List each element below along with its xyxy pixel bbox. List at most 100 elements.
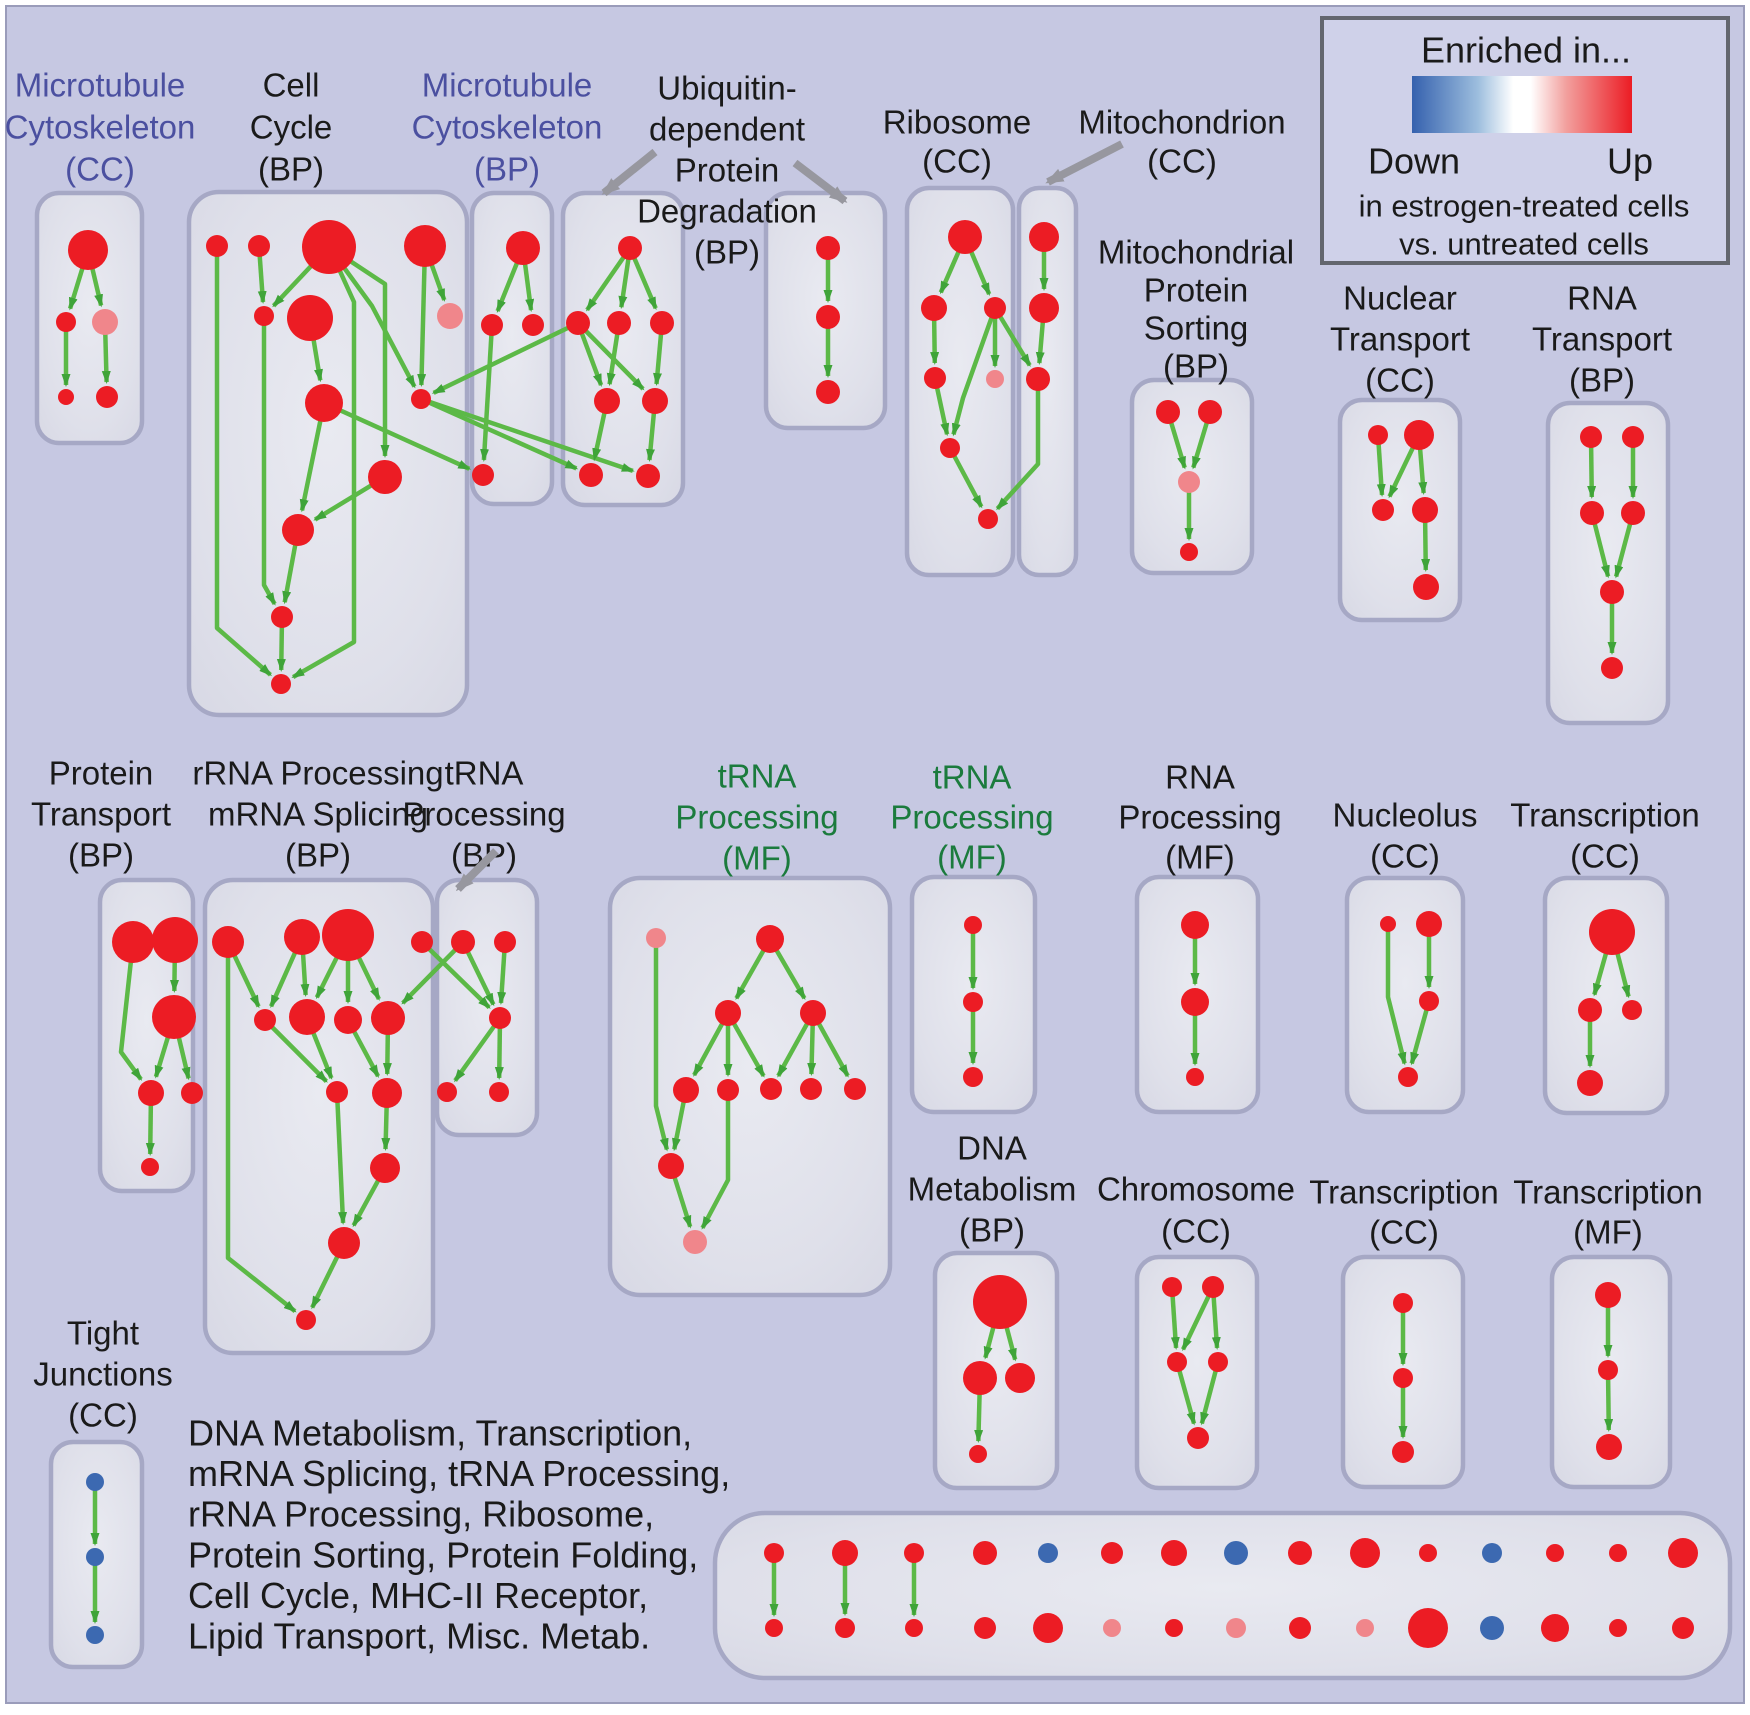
node-f3 bbox=[607, 311, 631, 335]
edge-o1-o4 bbox=[1385, 924, 1407, 1066]
node-b6 bbox=[940, 438, 960, 458]
node-rt3 bbox=[1580, 501, 1604, 525]
node-nt5 bbox=[1413, 574, 1439, 600]
cluster-label-10-line-2: (BP) bbox=[285, 837, 351, 874]
node-r13 bbox=[296, 1310, 316, 1330]
node-m5 bbox=[673, 1077, 699, 1103]
node-x2 bbox=[1393, 1368, 1413, 1388]
node-za7 bbox=[1161, 1540, 1187, 1566]
edge-b6-b7 bbox=[948, 446, 984, 509]
edge-f2-cck bbox=[431, 320, 579, 395]
node-cch bbox=[287, 295, 333, 341]
legend: Enriched in... Down Up in estrogen-treated … bbox=[1320, 16, 1730, 265]
cluster-label-6-line-3: (BP) bbox=[1163, 348, 1229, 385]
node-za15 bbox=[1668, 1538, 1698, 1568]
node-za2 bbox=[832, 1540, 858, 1566]
legend-up-label: Up bbox=[1607, 141, 1653, 182]
node-d2 bbox=[963, 1361, 997, 1395]
node-nt4 bbox=[1412, 497, 1438, 523]
label-pointer-arrow-2 bbox=[1045, 140, 1124, 186]
misc-clusters-list: DNA Metabolism, Transcription,mRNA Splic… bbox=[188, 1413, 730, 1657]
edge-ch2-ch3 bbox=[1181, 1286, 1216, 1352]
node-ccb bbox=[248, 235, 270, 257]
node-zb8 bbox=[1226, 1618, 1246, 1638]
cluster-label-11-line-1: Processing bbox=[402, 796, 565, 833]
node-cca bbox=[206, 235, 228, 257]
node-t2 bbox=[494, 931, 516, 953]
node-ccd bbox=[404, 225, 446, 267]
node-zb12 bbox=[1480, 1616, 1504, 1640]
cluster-box-chromosome-cc bbox=[1134, 1254, 1260, 1491]
misc-list-line-4: Cell Cycle, MHC-II Receptor, bbox=[188, 1575, 648, 1616]
edge-ch4-ch5 bbox=[1199, 1361, 1221, 1426]
cluster-label-15-line-0: Nucleolus bbox=[1333, 797, 1478, 834]
cluster-box-transcription-cc-upper bbox=[1542, 875, 1670, 1116]
node-d4 bbox=[969, 1445, 987, 1463]
node-ch3 bbox=[1167, 1352, 1187, 1372]
node-r7 bbox=[334, 1006, 362, 1034]
cluster-label-3-line-0: Ubiquitin- bbox=[657, 70, 796, 107]
cluster-label-14-line-1: Processing bbox=[1118, 799, 1281, 836]
legend-box bbox=[1320, 16, 1730, 265]
edge-ccc-ccp bbox=[291, 246, 357, 679]
node-x1 bbox=[1393, 1293, 1413, 1313]
node-r8 bbox=[371, 1001, 405, 1035]
node-f4 bbox=[650, 311, 674, 335]
cluster-label-3-line-3: Degradation bbox=[637, 193, 817, 230]
legend-down-label: Down bbox=[1368, 141, 1460, 182]
cluster-label-17-line-2: (BP) bbox=[959, 1212, 1025, 1249]
node-u2 bbox=[1181, 988, 1209, 1016]
cluster-label-13-line-2: (MF) bbox=[937, 839, 1007, 876]
node-za4 bbox=[973, 1541, 997, 1565]
node-ch4 bbox=[1208, 1352, 1228, 1372]
cluster-label-11-line-0: tRNA bbox=[445, 755, 524, 792]
cluster-label-9-line-1: Transport bbox=[31, 796, 171, 833]
node-t3 bbox=[489, 1007, 511, 1029]
node-f5 bbox=[594, 388, 620, 414]
edge-r4-t3 bbox=[420, 940, 491, 1010]
node-r11 bbox=[370, 1153, 400, 1183]
node-ccg bbox=[254, 306, 274, 326]
node-d1 bbox=[973, 1275, 1027, 1329]
node-f6 bbox=[642, 388, 668, 414]
cluster-label-19-line-1: (CC) bbox=[1369, 1214, 1439, 1251]
cluster-label-9-line-0: Protein bbox=[49, 755, 154, 792]
node-b2 bbox=[921, 295, 947, 321]
edge-ccj-e4 bbox=[323, 400, 472, 471]
label-pointer-arrow-3 bbox=[455, 848, 499, 892]
node-zb7 bbox=[1165, 1619, 1183, 1637]
node-ch2 bbox=[1202, 1276, 1224, 1298]
node-f7 bbox=[579, 463, 603, 487]
cluster-label-10-line-1: mRNA Splicing bbox=[208, 796, 428, 833]
node-r4 bbox=[411, 931, 433, 953]
node-rt2 bbox=[1622, 426, 1644, 448]
node-o3 bbox=[1419, 991, 1439, 1011]
cluster-label-20-line-0: Transcription bbox=[1513, 1174, 1703, 1211]
node-r2 bbox=[284, 919, 320, 955]
node-pt1 bbox=[112, 921, 154, 963]
node-f8 bbox=[636, 464, 660, 488]
node-s4 bbox=[1180, 543, 1198, 561]
node-pt6 bbox=[141, 1158, 159, 1176]
cluster-label-17-line-1: Metabolism bbox=[908, 1171, 1077, 1208]
node-m6 bbox=[717, 1079, 739, 1101]
node-tj3 bbox=[86, 1626, 104, 1644]
cluster-label-2-line-2: (BP) bbox=[474, 151, 540, 188]
node-tc4 bbox=[1577, 1070, 1603, 1096]
node-m1 bbox=[646, 928, 666, 948]
node-r1 bbox=[212, 926, 244, 958]
cluster-label-5-line-0: Mitochondrion bbox=[1078, 104, 1285, 141]
node-mcc5 bbox=[96, 386, 118, 408]
node-za8 bbox=[1224, 1541, 1248, 1565]
edge-o3-o4 bbox=[1409, 1000, 1432, 1066]
node-pt5 bbox=[181, 1082, 203, 1104]
cluster-label-2-line-1: Cytoskeleton bbox=[412, 109, 603, 146]
label-pointer-arrow-1 bbox=[792, 159, 848, 205]
edge-r9-r12 bbox=[334, 1091, 348, 1226]
node-nt3 bbox=[1372, 499, 1394, 521]
label-pointer-arrow-0 bbox=[601, 148, 658, 197]
node-b3 bbox=[984, 297, 1006, 319]
cluster-label-3-line-4: (BP) bbox=[694, 234, 760, 271]
cluster-box-microtubule-cytoskeleton-bp bbox=[469, 190, 555, 507]
